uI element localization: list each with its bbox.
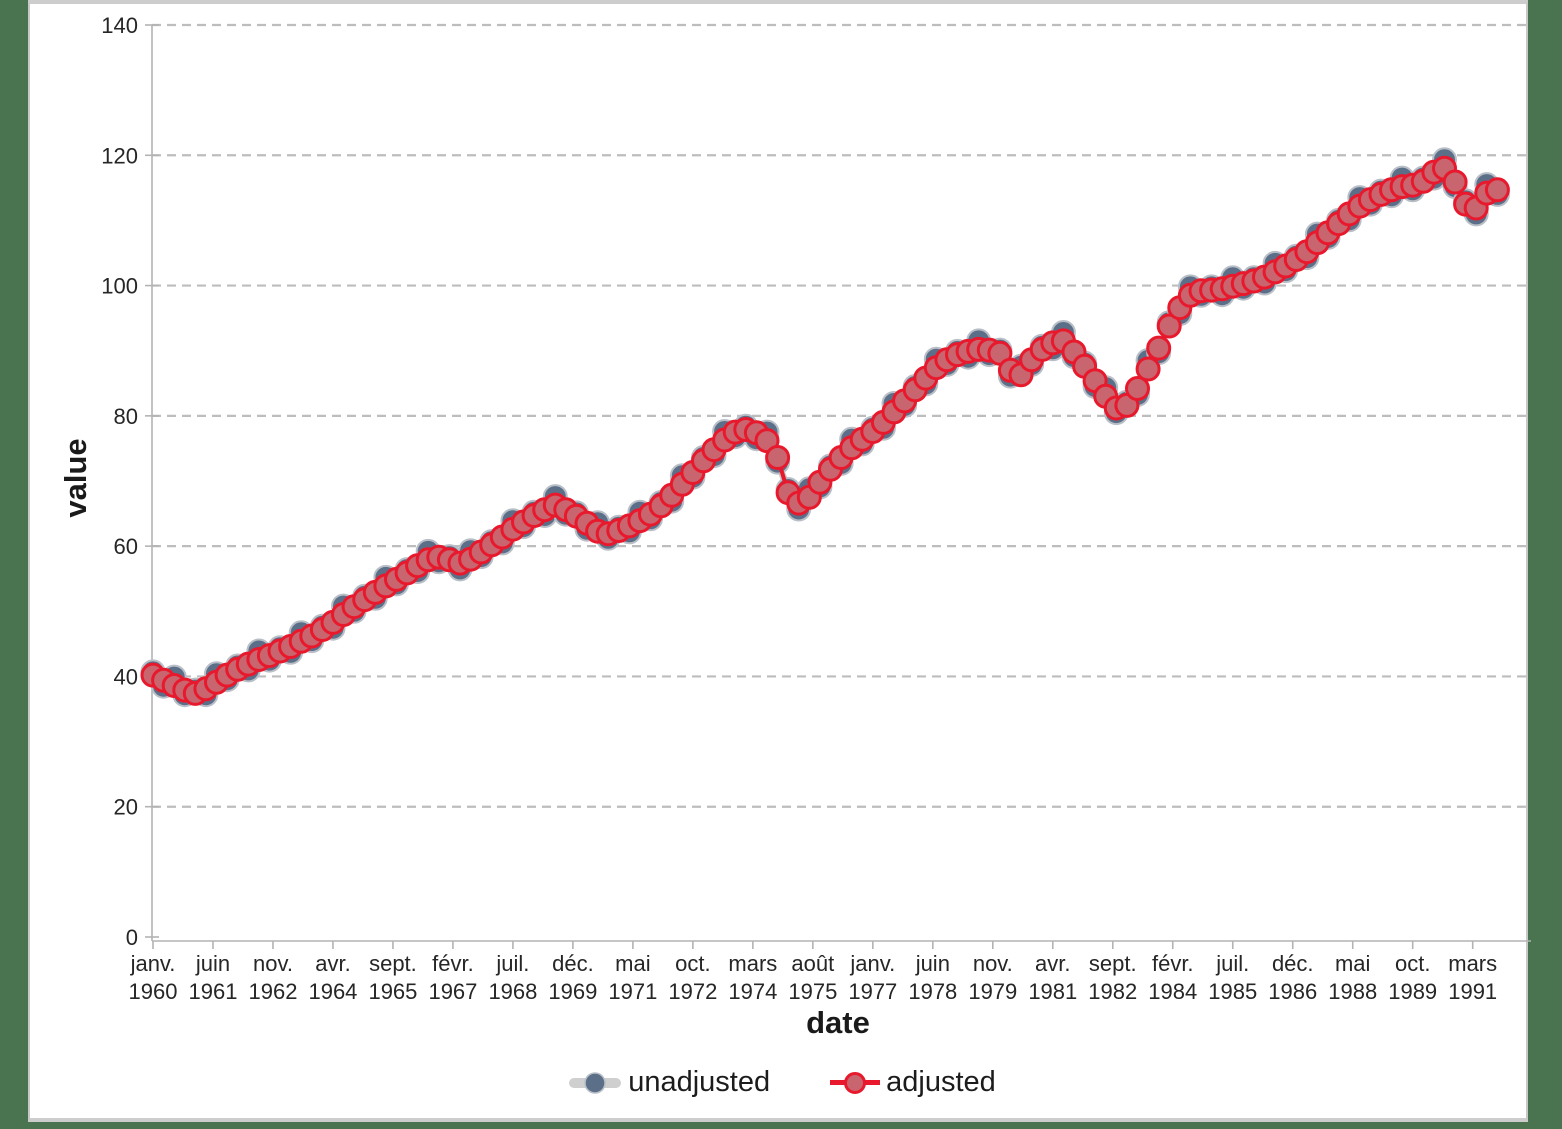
legend-label-adjusted: adjusted xyxy=(886,1066,996,1098)
svg-text:0: 0 xyxy=(126,925,138,950)
svg-text:avr.: avr. xyxy=(315,951,350,976)
y-axis-tick-labels: 0 20 40 60 80 100 120 140 xyxy=(101,13,138,950)
svg-text:100: 100 xyxy=(101,274,138,299)
adjusted-marker-icon xyxy=(830,1071,881,1094)
svg-text:1975: 1975 xyxy=(788,979,837,1004)
svg-text:nov.: nov. xyxy=(253,951,293,976)
svg-text:nov.: nov. xyxy=(973,951,1013,976)
svg-text:1979: 1979 xyxy=(968,979,1017,1004)
svg-text:1982: 1982 xyxy=(1088,979,1137,1004)
svg-text:1985: 1985 xyxy=(1208,979,1257,1004)
unadjusted-marker-icon xyxy=(569,1071,622,1094)
svg-text:1974: 1974 xyxy=(728,979,777,1004)
axes xyxy=(145,24,1531,949)
svg-text:avr.: avr. xyxy=(1035,951,1070,976)
adjusted-point xyxy=(1156,313,1182,339)
series-adjusted xyxy=(140,155,1510,706)
svg-text:1960: 1960 xyxy=(129,979,178,1004)
svg-text:1967: 1967 xyxy=(428,979,477,1004)
svg-text:mars: mars xyxy=(1448,951,1497,976)
svg-text:120: 120 xyxy=(101,143,138,168)
svg-text:oct.: oct. xyxy=(675,951,710,976)
svg-text:1971: 1971 xyxy=(608,979,657,1004)
svg-text:déc.: déc. xyxy=(1272,951,1314,976)
svg-text:janv.: janv. xyxy=(849,951,895,976)
svg-text:sept.: sept. xyxy=(369,951,417,976)
svg-text:janv.: janv. xyxy=(130,951,176,976)
svg-text:60: 60 xyxy=(114,534,138,559)
svg-text:1986: 1986 xyxy=(1268,979,1317,1004)
svg-text:févr.: févr. xyxy=(432,951,474,976)
x-axis-tick-labels: janv. 1960 juin 1961 nov. 1962 avr. 1964 sept. 19… xyxy=(129,951,1498,1004)
svg-text:40: 40 xyxy=(114,664,138,689)
svg-text:80: 80 xyxy=(114,404,138,429)
legend: unadjusted adjusted xyxy=(0,1066,1562,1099)
svg-text:juil.: juil. xyxy=(495,951,529,976)
adjusted-point xyxy=(1146,335,1172,361)
chart-panel xyxy=(28,0,1528,1122)
svg-text:1984: 1984 xyxy=(1148,979,1197,1004)
adjusted-point xyxy=(1125,376,1150,401)
adjusted-point xyxy=(1442,169,1468,195)
svg-text:mai: mai xyxy=(1335,951,1370,976)
svg-text:juin: juin xyxy=(915,951,950,976)
svg-text:140: 140 xyxy=(101,13,138,38)
svg-text:juin: juin xyxy=(195,951,230,976)
svg-text:20: 20 xyxy=(114,795,138,820)
adjusted-point xyxy=(1135,356,1161,382)
adjusted-point xyxy=(765,445,791,470)
legend-label-unadjusted: unadjusted xyxy=(628,1066,771,1098)
legend-item-unadjusted: unadjusted xyxy=(566,1066,770,1099)
svg-text:1977: 1977 xyxy=(848,979,897,1004)
svg-text:juil.: juil. xyxy=(1215,951,1249,976)
svg-text:1962: 1962 xyxy=(248,979,297,1004)
svg-text:oct.: oct. xyxy=(1395,951,1430,976)
svg-text:1991: 1991 xyxy=(1448,979,1497,1004)
svg-text:1964: 1964 xyxy=(308,979,357,1004)
legend-item-adjusted: adjusted xyxy=(828,1066,996,1099)
y-axis-title: value xyxy=(58,438,93,518)
svg-text:1972: 1972 xyxy=(668,979,717,1004)
svg-text:1961: 1961 xyxy=(189,979,238,1004)
svg-text:août: août xyxy=(791,951,834,976)
svg-text:déc.: déc. xyxy=(552,951,594,976)
gridlines xyxy=(152,23,1531,808)
svg-text:1989: 1989 xyxy=(1388,979,1437,1004)
adjusted-point xyxy=(1484,177,1510,203)
svg-text:1988: 1988 xyxy=(1328,979,1377,1004)
x-axis-title: date xyxy=(806,1005,870,1040)
svg-text:1981: 1981 xyxy=(1028,979,1077,1004)
svg-text:1978: 1978 xyxy=(908,979,957,1004)
svg-text:févr.: févr. xyxy=(1152,951,1194,976)
svg-text:1968: 1968 xyxy=(488,979,537,1004)
svg-text:mars: mars xyxy=(728,951,777,976)
svg-text:mai: mai xyxy=(615,951,650,976)
svg-text:sept.: sept. xyxy=(1089,951,1137,976)
svg-text:1965: 1965 xyxy=(368,979,417,1004)
svg-text:1969: 1969 xyxy=(548,979,597,1004)
